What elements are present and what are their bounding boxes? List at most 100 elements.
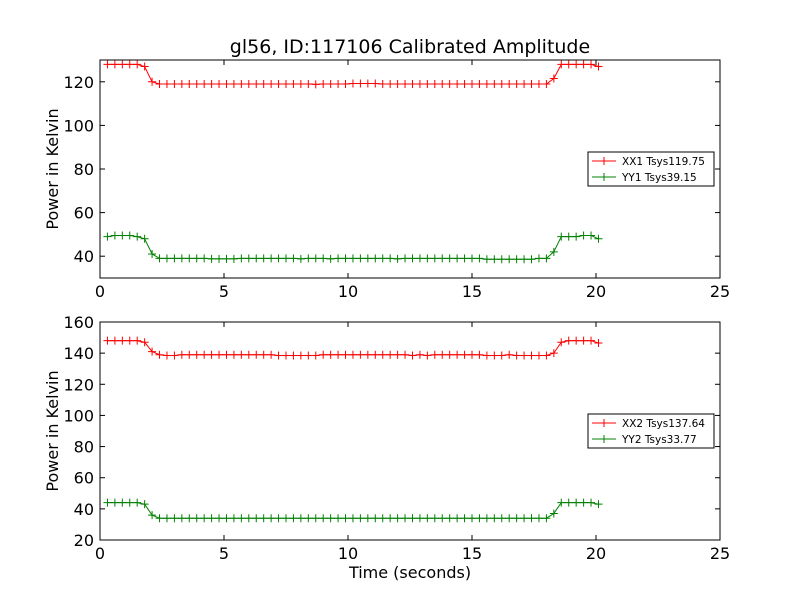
data-point [259,254,268,263]
data-point [490,514,499,523]
data-point [237,79,246,88]
data-point [401,350,410,359]
data-point [534,351,543,360]
data-point [587,60,596,69]
legend-marker [600,419,608,427]
data-point [148,511,157,520]
data-point [311,514,320,523]
data-point [252,254,261,263]
data-point [423,254,432,263]
data-point [140,500,149,509]
data-point [393,350,402,359]
series-xx1 [103,60,603,89]
data-point [155,254,164,263]
data-point [267,254,276,263]
data-point [296,351,305,360]
data-point [304,254,313,263]
data-point [252,79,261,88]
data-point [564,498,573,507]
x-axis-title: Time (seconds) [348,563,471,582]
data-point [534,514,543,523]
data-point [475,79,484,88]
data-point [326,350,335,359]
data-point [274,79,283,88]
data-point [348,79,357,88]
data-point [356,254,365,263]
data-point [200,254,209,263]
data-point [311,254,320,263]
data-point [579,336,588,345]
data-point [438,514,447,523]
data-point [334,350,343,359]
y-tick-label: 60 [74,204,94,223]
data-point [490,351,499,360]
data-point [133,498,142,507]
data-point [482,514,491,523]
y-axis-title: Power in Kelvin [43,108,62,229]
data-point [304,351,313,360]
data-point [490,79,499,88]
data-point [311,351,320,360]
data-point [229,350,238,359]
data-point [520,255,529,264]
data-point [222,79,231,88]
data-point [386,254,395,263]
y-tick-label: 40 [74,247,94,266]
data-point [497,79,506,88]
data-point [162,79,171,88]
data-point [594,62,603,71]
data-point [311,80,320,89]
data-point [103,336,112,345]
data-point [564,232,573,241]
data-point [237,514,246,523]
data-point [103,60,112,69]
legend-marker [600,173,608,181]
data-point [215,514,224,523]
data-point [133,232,142,241]
data-point [244,350,253,359]
data-point [222,350,231,359]
data-point [334,514,343,523]
x-tick-label: 25 [710,544,730,563]
data-point [103,498,112,507]
data-point [505,79,514,88]
series-xx2 [103,336,603,360]
data-point [125,231,134,240]
data-point [430,350,439,359]
data-point [557,60,566,69]
legend-label: YY1 Tsys39.15 [621,172,697,184]
data-point [438,350,447,359]
data-point [267,514,276,523]
data-point [430,514,439,523]
data-point [386,350,395,359]
data-point [460,79,469,88]
data-point [326,79,335,88]
data-point [579,231,588,240]
x-tick-label: 0 [95,282,105,301]
data-point [341,350,350,359]
y-tick-label: 20 [74,531,94,550]
data-point [527,514,536,523]
data-point [549,74,558,83]
data-point [133,60,142,69]
data-point [460,350,469,359]
data-point [304,514,313,523]
data-point [438,254,447,263]
data-point [460,254,469,263]
data-point [587,498,596,507]
data-point [267,79,276,88]
data-point [468,350,476,359]
data-point [207,350,216,359]
data-point [423,79,432,88]
data-point [520,79,529,88]
data-point [557,338,566,347]
data-point [207,79,216,88]
data-point [177,254,186,263]
data-point [125,60,134,69]
data-point [371,254,380,263]
legend-box [587,413,715,449]
x-tick-label: 0 [95,544,105,563]
data-point [274,514,283,523]
data-point [155,350,164,359]
